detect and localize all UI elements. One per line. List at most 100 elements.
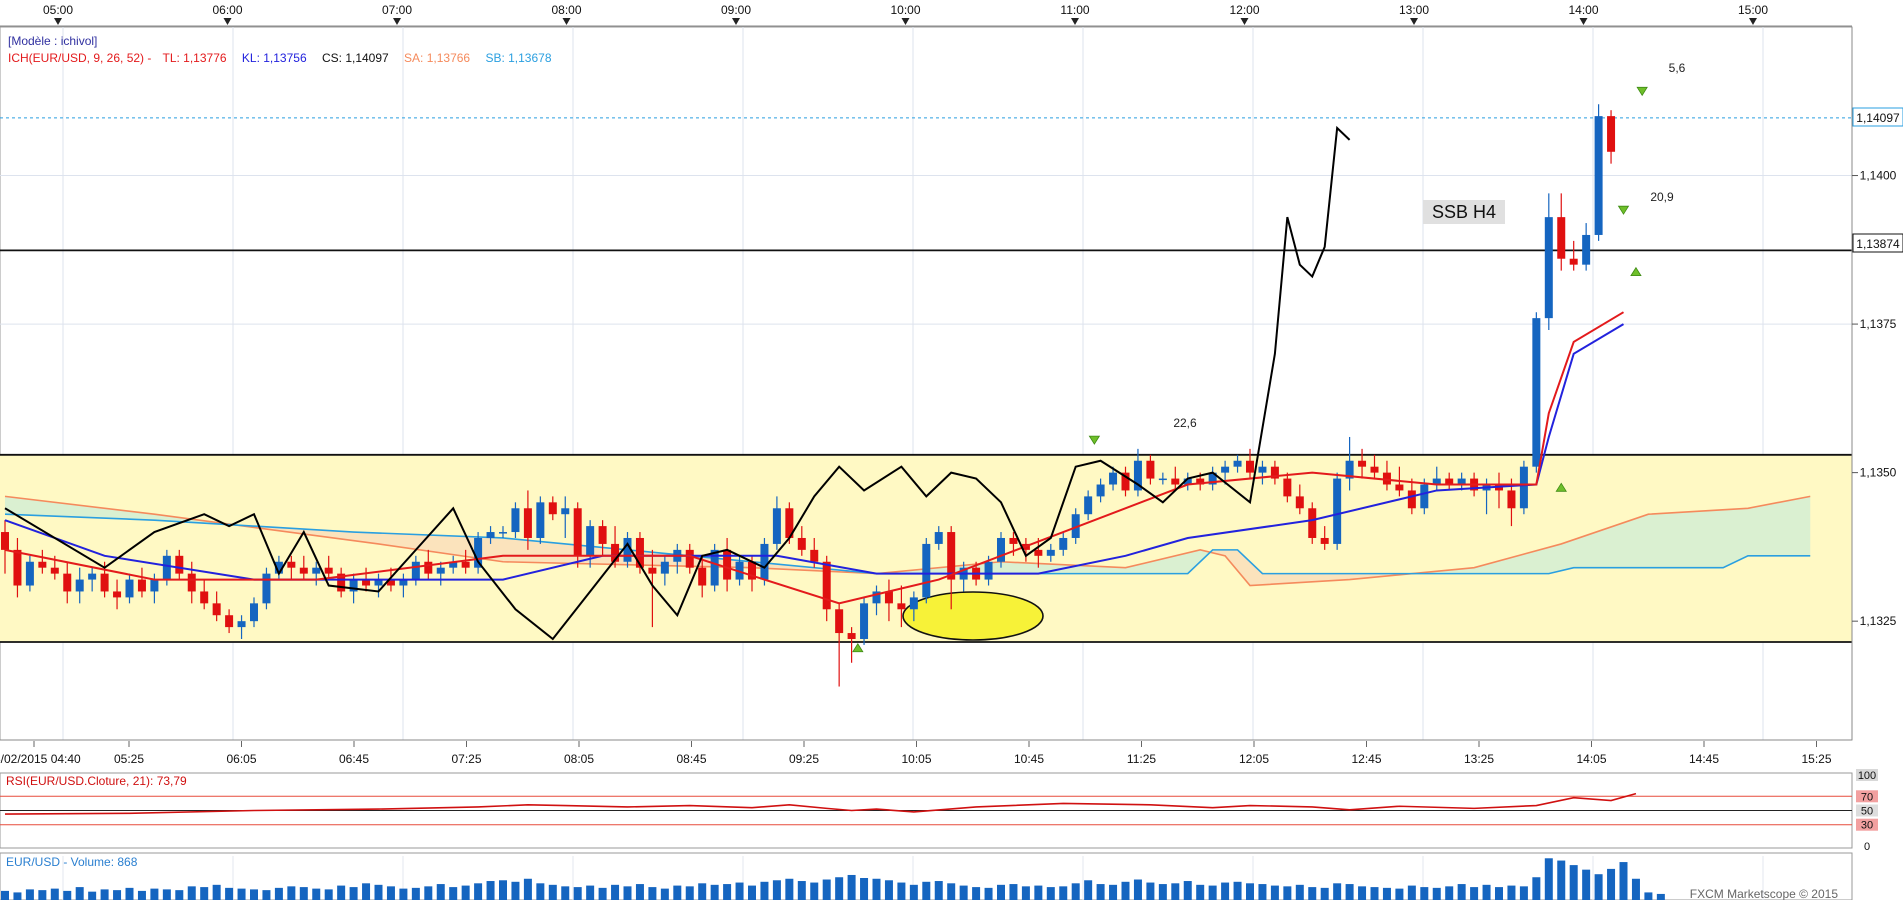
candle-body[interactable] (474, 537, 483, 568)
candle-body[interactable] (548, 502, 557, 515)
candle-body[interactable] (212, 603, 221, 616)
candle-body[interactable] (175, 555, 184, 574)
candle-body[interactable] (648, 567, 657, 574)
candle-body[interactable] (1133, 460, 1142, 491)
candle-body[interactable] (934, 532, 943, 544)
candle-body[interactable] (1395, 484, 1404, 491)
candle-body[interactable] (947, 532, 956, 580)
candle-body[interactable] (1569, 258, 1578, 265)
candle-body[interactable] (723, 549, 732, 580)
candle-body[interactable] (150, 579, 159, 592)
candle-body[interactable] (1071, 514, 1080, 538)
candle-body[interactable] (262, 573, 271, 604)
candle-body[interactable] (586, 526, 595, 556)
candle-body[interactable] (847, 633, 856, 639)
candle-body[interactable] (1009, 537, 1018, 544)
candle-body[interactable] (1370, 466, 1379, 473)
candle-body[interactable] (785, 508, 794, 538)
candle-body[interactable] (897, 603, 906, 610)
candle-body[interactable] (1084, 496, 1093, 515)
candle-body[interactable] (884, 591, 893, 604)
candle-body[interactable] (611, 543, 620, 562)
candle-body[interactable] (1507, 490, 1516, 509)
candle-body[interactable] (274, 561, 283, 574)
candle-body[interactable] (835, 609, 844, 634)
candle-body[interactable] (436, 567, 445, 574)
candle-body[interactable] (772, 508, 781, 544)
candle-body[interactable] (511, 508, 520, 533)
candle-body[interactable] (237, 621, 246, 628)
candle-body[interactable] (1233, 460, 1242, 467)
candle-body[interactable] (287, 561, 296, 568)
candle-body[interactable] (1183, 478, 1192, 485)
candle-body[interactable] (1, 532, 9, 550)
candle-body[interactable] (1607, 116, 1616, 152)
candle-body[interactable] (1109, 472, 1118, 485)
candle-body[interactable] (499, 532, 507, 534)
candle-body[interactable] (922, 543, 931, 598)
candle-body[interactable] (1333, 478, 1342, 544)
candle-body[interactable] (1046, 549, 1055, 556)
candle-body[interactable] (748, 561, 756, 580)
candle-body[interactable] (399, 579, 408, 586)
candle-body[interactable] (38, 561, 47, 568)
candle-body[interactable] (187, 573, 196, 592)
candle-body[interactable] (573, 508, 582, 556)
candle-body[interactable] (1345, 460, 1354, 479)
candle-body[interactable] (984, 561, 993, 580)
candle-body[interactable] (1246, 460, 1254, 473)
candle-body[interactable] (1532, 318, 1541, 467)
candle-body[interactable] (1420, 484, 1429, 509)
candle-body[interactable] (1594, 116, 1603, 235)
candle-body[interactable] (486, 532, 495, 538)
candle-body[interactable] (909, 597, 918, 610)
candle-body[interactable] (623, 537, 632, 562)
candle-body[interactable] (162, 555, 171, 580)
candle-body[interactable] (200, 591, 209, 604)
price-axis[interactable] (1852, 27, 1903, 740)
candle-body[interactable] (386, 579, 395, 586)
candle-body[interactable] (125, 579, 134, 598)
candle-body[interactable] (1320, 537, 1329, 544)
candle-body[interactable] (113, 591, 122, 598)
candle-body[interactable] (536, 502, 545, 538)
candle-body[interactable] (13, 549, 22, 586)
candle-body[interactable] (997, 537, 1005, 562)
candle-body[interactable] (1171, 478, 1180, 485)
candle-body[interactable] (1432, 478, 1441, 485)
candle-body[interactable] (1382, 472, 1391, 485)
candle-body[interactable] (349, 579, 358, 592)
candle-body[interactable] (598, 526, 607, 544)
candle-body[interactable] (822, 561, 831, 610)
candle-body[interactable] (660, 561, 669, 574)
candle-body[interactable] (449, 561, 458, 568)
candle-body[interactable] (424, 561, 433, 574)
candle-body[interactable] (1258, 466, 1267, 473)
candle-body[interactable] (250, 603, 258, 622)
candle-body[interactable] (1295, 496, 1304, 509)
candle-body[interactable] (1308, 508, 1317, 538)
candle-body[interactable] (685, 549, 694, 568)
candle-body[interactable] (1544, 217, 1553, 319)
candle-body[interactable] (88, 573, 97, 580)
candle-body[interactable] (760, 543, 769, 580)
candle-body[interactable] (797, 537, 806, 550)
candle-body[interactable] (1445, 478, 1454, 485)
candle-body[interactable] (63, 573, 72, 592)
candle-body[interactable] (1519, 466, 1528, 509)
candle-body[interactable] (1582, 234, 1591, 265)
candle-body[interactable] (1557, 217, 1566, 259)
candle-body[interactable] (1059, 537, 1068, 550)
candle-body[interactable] (1407, 490, 1416, 509)
candle-body[interactable] (1121, 472, 1130, 491)
candle-body[interactable] (710, 549, 719, 586)
candle-body[interactable] (1196, 478, 1205, 485)
candle-body[interactable] (698, 567, 707, 586)
candle-body[interactable] (523, 508, 532, 538)
candle-body[interactable] (25, 561, 34, 586)
candle-body[interactable] (872, 591, 881, 604)
candle-body[interactable] (225, 615, 234, 628)
candle-body[interactable] (100, 573, 109, 592)
candle-body[interactable] (337, 573, 346, 592)
candle-body[interactable] (411, 561, 420, 580)
